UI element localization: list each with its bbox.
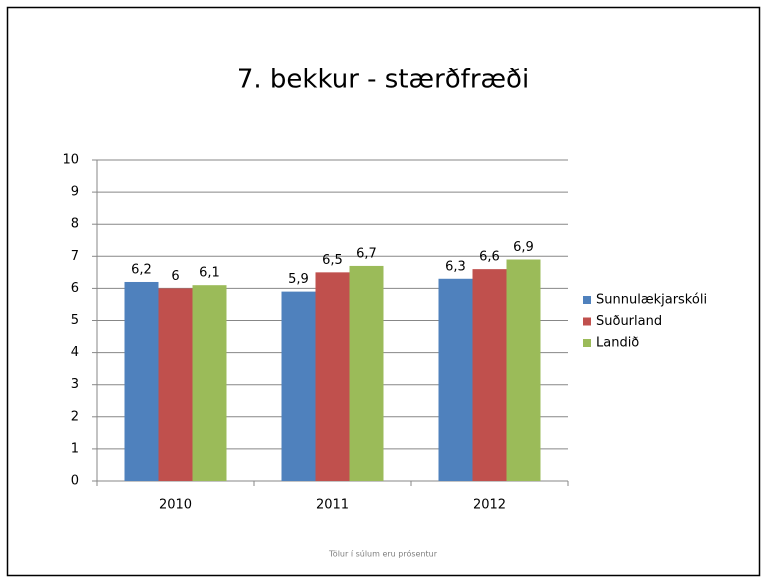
bar <box>192 285 227 481</box>
x-tick-label: 2010 <box>159 498 192 513</box>
value-label: 6,2 <box>131 262 152 277</box>
legend-swatch <box>583 339 591 347</box>
value-label: 6,3 <box>445 259 466 274</box>
y-tick-label: 5 <box>71 313 79 328</box>
bar <box>472 269 507 481</box>
bar <box>158 288 193 481</box>
legend-label: Sunnulækjarskóli <box>596 293 707 308</box>
bar <box>315 272 350 481</box>
value-label: 6 <box>171 269 179 284</box>
y-tick-label: 1 <box>71 441 79 456</box>
y-tick-label: 7 <box>71 249 79 264</box>
legend-swatch <box>583 296 591 304</box>
value-label: 6,5 <box>322 253 343 268</box>
x-tick-label: 2012 <box>473 498 506 513</box>
bar <box>124 281 159 481</box>
y-tick-label: 9 <box>71 185 79 200</box>
y-tick-label: 10 <box>62 153 79 168</box>
value-label: 5,9 <box>288 272 309 287</box>
value-label: 6,9 <box>513 240 534 255</box>
value-label: 6,1 <box>199 266 220 281</box>
value-label: 6,6 <box>479 250 500 265</box>
value-label: 6,7 <box>356 246 377 261</box>
y-tick-label: 2 <box>71 409 79 424</box>
y-tick-label: 3 <box>71 377 79 392</box>
legend-label: Suðurland <box>596 314 662 329</box>
y-tick-label: 8 <box>71 217 79 232</box>
y-tick-label: 4 <box>71 345 79 360</box>
legend-swatch <box>583 317 591 326</box>
bar <box>438 278 473 481</box>
x-tick-label: 2011 <box>316 498 349 513</box>
bar <box>506 259 541 481</box>
bar <box>349 265 384 481</box>
legend-label: Landið <box>596 336 639 351</box>
y-tick-label: 6 <box>71 281 79 296</box>
chart-title: 7. bekkur - stærðfræði <box>237 65 529 95</box>
y-tick-label: 0 <box>71 474 79 489</box>
footnote: Tölur í súlum eru prósentur <box>328 549 438 559</box>
bar <box>281 291 316 481</box>
